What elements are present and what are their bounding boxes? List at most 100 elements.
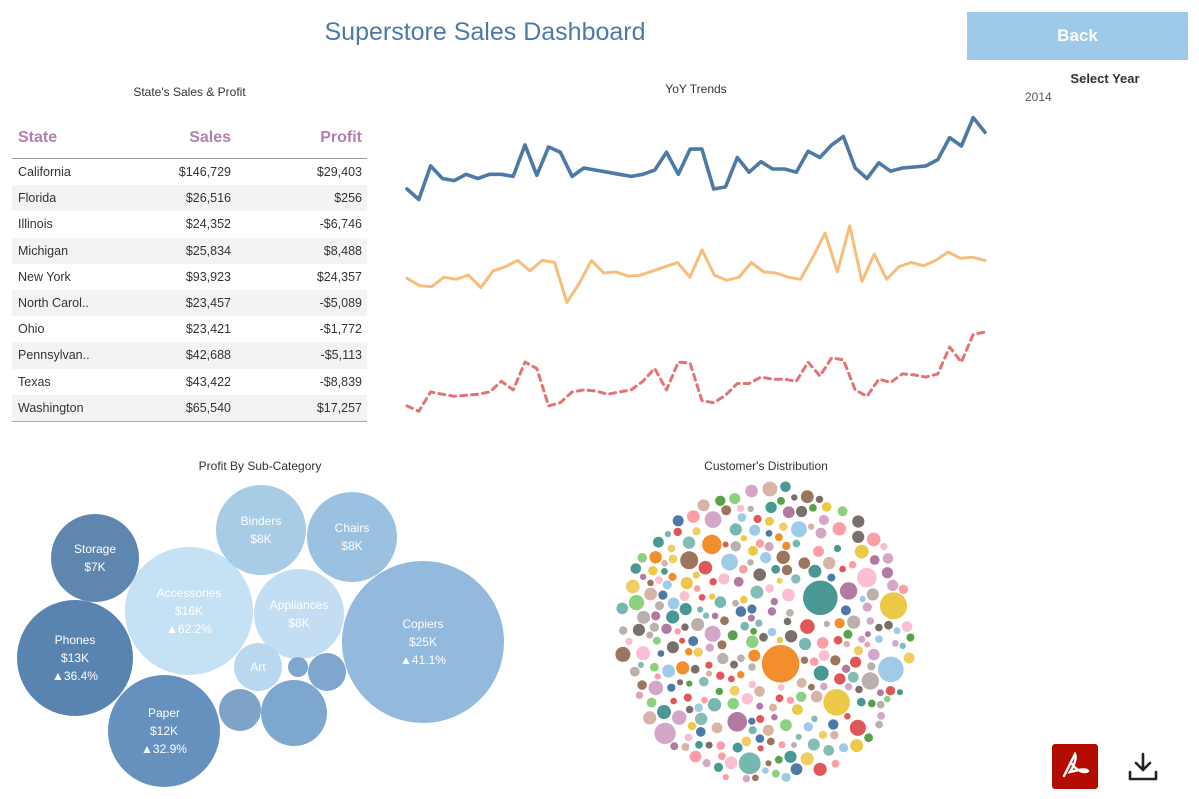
customer-bubble[interactable] [820,682,828,691]
customer-bubble[interactable] [767,627,777,637]
customer-bubble[interactable] [887,579,899,591]
customer-bubble[interactable] [628,595,645,611]
customer-bubble[interactable] [693,585,701,592]
customer-bubble[interactable] [632,623,645,636]
table-row[interactable]: Illinois $24,352 -$6,746 [12,211,367,237]
customer-bubble[interactable] [704,511,722,528]
customer-bubble[interactable] [903,652,915,664]
customer-bubble[interactable] [681,743,690,751]
customer-bubble[interactable] [727,630,738,641]
customer-bubble[interactable] [898,584,909,594]
customer-bubble[interactable] [765,760,772,767]
subcategory-bubble-chairs[interactable] [307,492,397,582]
download-button[interactable] [1125,748,1161,784]
customer-bubble[interactable] [791,742,797,748]
customer-bubble[interactable] [694,703,703,712]
customer-bubble[interactable] [776,636,784,644]
customer-bubble[interactable] [774,755,783,764]
customer-bubble[interactable] [786,609,794,617]
customer-bubble[interactable] [767,607,777,616]
customer-bubble[interactable] [692,571,700,579]
customer-bubble[interactable] [748,726,757,735]
customer-bubble[interactable] [666,641,679,654]
customer-bubble[interactable] [837,506,848,517]
subcategory-bubble-art[interactable] [234,643,282,691]
customer-bubble[interactable] [639,573,647,581]
customer-bubble[interactable] [746,635,759,649]
customer-bubble[interactable] [781,772,791,782]
customer-bubble[interactable] [780,481,791,493]
customer-bubble[interactable] [818,650,830,661]
customer-bubble[interactable] [823,689,850,716]
customer-bubble[interactable] [701,696,708,704]
subcategory-bubble-paper[interactable] [108,675,220,787]
customer-bubble[interactable] [702,612,710,619]
customer-bubble[interactable] [681,623,689,631]
customer-bubble[interactable] [779,522,788,531]
customer-bubble[interactable] [855,685,863,694]
subcategory-bubble-unlabeled-9[interactable] [288,657,308,677]
customer-bubble[interactable] [891,640,899,647]
customer-bubble[interactable] [810,690,823,703]
customer-bubble[interactable] [730,660,738,669]
customer-bubble[interactable] [690,664,700,674]
customer-bubble[interactable] [729,685,740,696]
subcategory-bubble-copiers[interactable] [342,561,504,723]
customer-bubble[interactable] [702,534,722,555]
customer-bubble[interactable] [761,645,800,683]
customer-bubble[interactable] [674,628,681,635]
customer-bubble[interactable] [672,515,684,527]
customer-bubble[interactable] [867,699,876,708]
pdf-export-button[interactable] [1052,744,1098,789]
customer-bubble[interactable] [771,564,781,574]
customer-bubble[interactable] [647,579,654,587]
customer-bubble[interactable] [809,657,819,666]
customer-bubble[interactable] [667,544,676,553]
customer-bubble[interactable] [803,580,838,616]
subcategory-bubble-storage[interactable] [51,514,139,602]
customer-bubble[interactable] [866,588,879,601]
customer-bubble[interactable] [867,662,876,671]
customer-bubble[interactable] [715,687,723,696]
customer-bubble[interactable] [732,599,739,607]
customer-bubble[interactable] [782,541,791,551]
customer-bubble[interactable] [864,631,871,638]
customer-bubble[interactable] [906,633,915,642]
customer-bubble[interactable] [800,490,814,504]
customer-bubble[interactable] [646,631,654,639]
customer-bubble[interactable] [839,565,846,573]
customer-bubble[interactable] [862,602,872,612]
customer-bubble[interactable] [654,722,676,745]
customer-bubble[interactable] [737,671,745,679]
customer-bubble[interactable] [661,623,672,634]
customer-bubble[interactable] [866,532,881,547]
column-header-profit[interactable]: Profit [320,129,362,146]
customer-bubble[interactable] [730,541,741,552]
customer-bubble[interactable] [704,625,721,642]
customer-bubble[interactable] [893,627,901,635]
customer-bubble[interactable] [654,673,661,680]
customer-bubble[interactable] [664,531,671,538]
customer-bubble[interactable] [741,736,752,747]
customer-bubble[interactable] [834,618,845,629]
customer-bubble[interactable] [735,606,747,617]
customer-bubble[interactable] [666,610,680,624]
customer-bubble[interactable] [782,506,795,519]
table-row[interactable]: Texas $43,422 -$8,839 [12,369,367,395]
customer-bubble[interactable] [739,595,748,604]
customer-bubble[interactable] [896,689,903,696]
customer-bubble[interactable] [684,733,693,742]
customer-bubble[interactable] [764,516,774,526]
customer-bubble[interactable] [770,597,778,606]
customer-bubble[interactable] [818,514,829,526]
customer-bubble[interactable] [682,536,696,549]
customer-bubble[interactable] [869,555,880,565]
customer-bubble[interactable] [775,533,783,542]
customer-bubble[interactable] [652,636,661,645]
customer-bubble[interactable] [748,649,761,662]
customer-bubble[interactable] [813,665,829,681]
customer-bubble[interactable] [649,662,659,672]
customer-bubble[interactable] [662,580,672,590]
customer-bubble[interactable] [625,637,633,646]
customer-bubble[interactable] [747,505,754,513]
